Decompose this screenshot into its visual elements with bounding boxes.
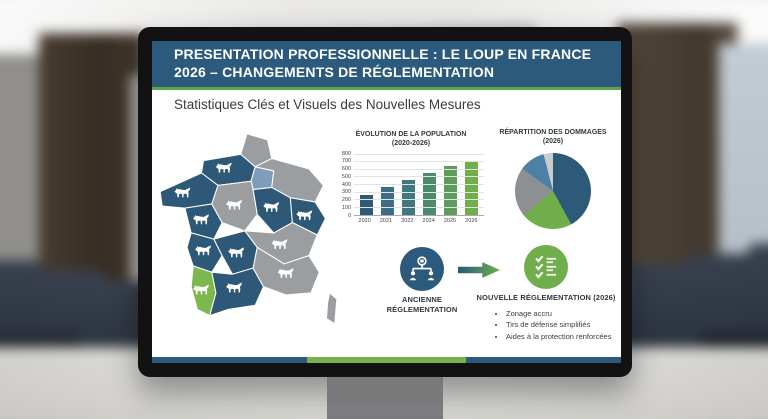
bar-column [419,154,440,215]
x-tick-label: 2021 [379,217,393,224]
grid-line [354,191,484,193]
bullet-item: Zonage accru [506,309,621,319]
footer-segment-green [306,357,467,363]
slide-footer-bar [152,357,621,363]
y-tick-label: 200 [341,197,351,203]
y-tick-label: 600 [341,166,351,172]
bar-chart-y-axis: 800 700 600 500 400 300 200 100 0 [338,150,354,219]
y-tick-label: 100 [341,204,351,211]
slide-subtitle: Statistiques Clés et Visuels des Nouvell… [174,97,481,112]
bullet-item: Tirs de défense simplifiés [506,320,621,330]
checklist-icon [535,255,556,279]
bar-2025 [444,166,457,215]
grid-line [354,176,484,178]
bar-chart-title: ÉVOLUTION DE LA POPULATION (2020-2026) [338,131,484,149]
x-tick-label: 2022 [401,217,414,224]
grid-line [354,161,484,163]
x-tick-label: 2026 [465,217,478,224]
bullet-item: Aides à la protection renforcées [506,332,621,342]
y-tick-label: 500 [341,173,351,180]
page-title: PRESENTATION PROFESSIONNELLE : LE LOUP E… [152,41,621,90]
bar-chart: ÉVOLUTION DE LA POPULATION (2020-2026) 8… [338,131,484,224]
footer-segment-blue-right [466,357,621,363]
x-tick-label: 2024 [422,217,435,224]
bar-column [398,154,419,215]
y-tick-label: 300 [341,189,351,196]
map-regions [159,133,338,325]
bar-2024 [423,172,436,215]
monitor-stand [327,376,443,419]
map-region-pays-de-la-loire [184,203,223,240]
old-regulation-label: ANCIENNE RÉGLEMENTATION [386,295,458,314]
footer-segment-blue-left [152,357,307,363]
bar-chart-body: 800 700 600 500 400 300 200 100 0 [338,150,484,219]
pie-chart-circle [515,152,591,229]
bar-2026 [465,161,478,215]
pie-chart-title-line1: RÉPARTITION DES DOMMAGES [499,129,607,136]
new-regulation-label: NOUVELLE RÉGLEMENTATION (2026) [476,293,616,302]
pie-chart-title: RÉPARTITION DES DOMMAGES (2026) [486,129,620,147]
balance-org-icon [409,256,435,281]
map-region-occitanie [209,267,264,317]
grid-line [354,199,484,201]
transition-arrow-icon [458,262,500,278]
y-tick-label: 700 [341,158,351,165]
bar-column [440,154,461,215]
bar-2022 [402,179,415,215]
y-tick-label: 800 [341,150,351,157]
pie-chart-title-line2: (2026) [542,137,564,145]
grid-line [354,206,484,208]
x-tick-label: 2025 [443,217,457,224]
bar-chart-title-line1: ÉVOLUTION DE LA POPULATION [355,131,467,138]
bar-chart-title-line2: (2020-2026) [391,139,431,147]
map-region-corse [325,292,338,325]
new-regulation-icon [524,245,568,289]
y-tick-label: 400 [341,181,351,188]
pie-chart: RÉPARTITION DES DOMMAGES (2026) [486,129,620,229]
y-tick-label: 0 [347,212,351,219]
france-map-svg [159,133,338,325]
bar-chart-plot [354,153,484,216]
grid-line [354,168,484,170]
x-tick-label: 2020 [358,217,371,224]
bar-column [461,154,482,215]
grid-line [354,184,484,185]
bar-chart-x-axis: 2020 2021 2022 2024 2025 2026 [338,216,484,224]
bullet-list: Zonage accruTirs de défense simplifiés Ai… [494,309,621,343]
grid-line [354,153,484,155]
monitor-screen: PRESENTATION PROFESSIONNELLE : LE LOUP E… [152,41,621,363]
old-regulation-icon [400,247,444,291]
france-map [156,127,342,343]
